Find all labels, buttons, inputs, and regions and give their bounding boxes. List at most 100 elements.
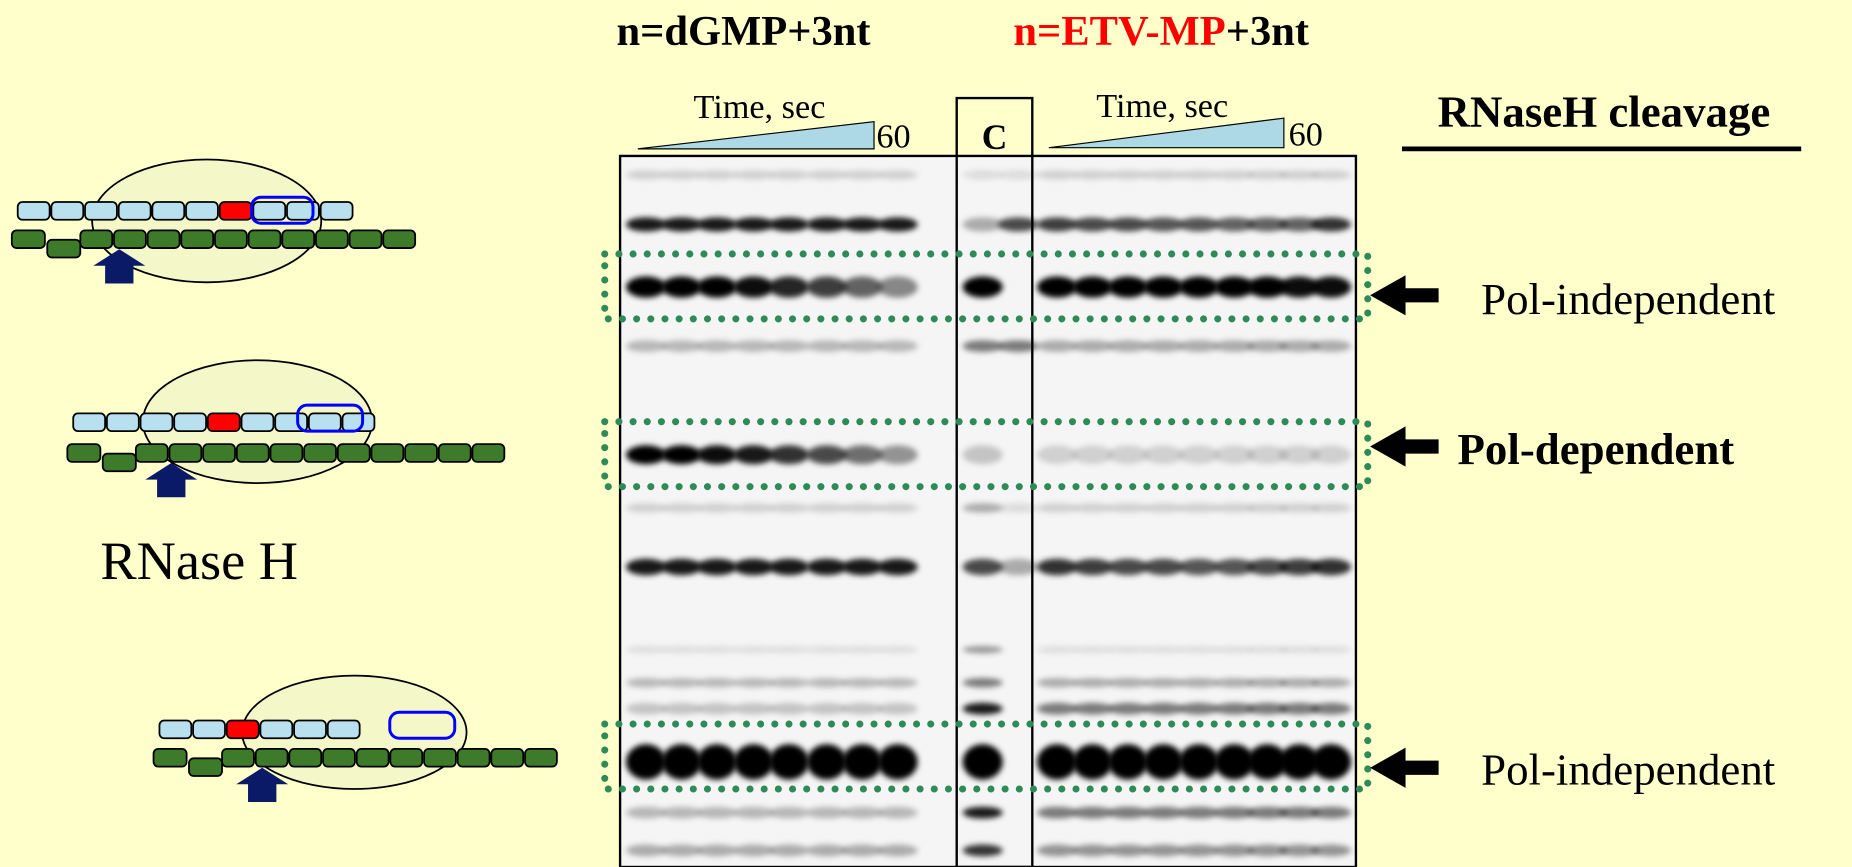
- gel-band: [1143, 844, 1184, 857]
- gel-band: [962, 276, 1003, 298]
- gel-band: [1143, 170, 1184, 180]
- segment: [113, 229, 147, 249]
- gel-band: [1178, 744, 1219, 780]
- gel-band: [625, 558, 667, 576]
- gel-band: [806, 744, 847, 780]
- arrow: [1370, 426, 1439, 467]
- gel-band: [1072, 217, 1113, 232]
- gel-band: [768, 276, 810, 298]
- segment: [389, 747, 424, 768]
- gel-band: [1247, 677, 1288, 688]
- segment: [307, 412, 342, 433]
- gel-band: [1107, 217, 1149, 232]
- gel-band: [733, 744, 774, 780]
- gel-band: [1107, 503, 1149, 513]
- gel-band: [1072, 806, 1113, 819]
- gel-band: [877, 445, 918, 465]
- segment: [214, 229, 248, 249]
- segment: [180, 229, 215, 249]
- time-wedge: [637, 121, 875, 150]
- gel-band: [625, 744, 667, 780]
- gel-band: [1214, 503, 1255, 513]
- gel-band: [696, 702, 738, 715]
- gel-band: [733, 276, 774, 298]
- gel-band: [1311, 677, 1352, 688]
- segment: [490, 747, 525, 768]
- gel-band: [1072, 503, 1113, 513]
- gel-band: [768, 170, 810, 180]
- gel-band: [806, 503, 847, 513]
- band-boxes: [601, 250, 1439, 793]
- gel-band: [733, 702, 774, 715]
- time-wedge: [1048, 117, 1285, 149]
- gel-band: [768, 702, 810, 715]
- gel-band: [1037, 170, 1078, 180]
- gel-band: [696, 503, 738, 513]
- gel-band: [625, 170, 667, 180]
- gel-band: [877, 806, 918, 819]
- gel-band: [1279, 677, 1320, 688]
- segment: [106, 412, 140, 433]
- gel-band: [806, 677, 847, 688]
- gel-band: [1214, 844, 1255, 857]
- time-end: 60: [876, 118, 910, 156]
- gel-band: [877, 340, 918, 353]
- gel-band: [1279, 217, 1320, 232]
- gel-band: [962, 503, 1003, 513]
- gel-band: [806, 217, 847, 232]
- gel-band: [1311, 503, 1352, 513]
- gel-band: [1072, 702, 1113, 715]
- band-label: Pol-independent: [1481, 744, 1776, 794]
- segment: [117, 201, 152, 221]
- gel-band: [1072, 340, 1113, 353]
- gel-band: [842, 744, 883, 780]
- gel-band: [1247, 503, 1288, 513]
- gel-band: [1037, 844, 1078, 857]
- gel-band: [962, 558, 1003, 576]
- segment: [221, 747, 255, 768]
- gel-band: [877, 503, 918, 513]
- gel-band: [696, 646, 738, 654]
- gel-band: [1107, 646, 1149, 654]
- segment: [471, 443, 506, 463]
- gel-band: [1037, 558, 1078, 576]
- legend-title: RNaseH cleavage: [1438, 86, 1771, 136]
- gel-band: [1214, 340, 1255, 353]
- gel-band: [733, 340, 774, 353]
- gel-band: [1143, 646, 1184, 654]
- gel-band: [696, 806, 738, 819]
- gel-band: [842, 445, 883, 465]
- gel-band: [625, 646, 667, 654]
- gel-band: [1279, 744, 1320, 780]
- gel-band: [661, 503, 702, 513]
- segment: [286, 201, 320, 221]
- segment: [319, 201, 354, 221]
- cleavage-arrow: [145, 463, 198, 498]
- segment: [235, 443, 270, 463]
- segment: [348, 229, 383, 249]
- segment: [524, 747, 558, 768]
- gel-band: [768, 806, 810, 819]
- gel-band: [661, 677, 702, 688]
- gel-band: [806, 445, 847, 465]
- gel-band: [842, 558, 883, 576]
- gel-band: [625, 844, 667, 857]
- gel-band: [962, 340, 1003, 353]
- gel-band: [1178, 558, 1219, 576]
- gel-band: [1279, 276, 1320, 298]
- gel-band: [1178, 844, 1219, 857]
- gel-band: [625, 217, 667, 232]
- segment: [79, 229, 114, 249]
- gel-band: [1107, 558, 1149, 576]
- gel-band: [1214, 744, 1255, 780]
- gel-band: [1178, 340, 1219, 353]
- dotted-box: [601, 250, 1372, 323]
- segment: [437, 443, 472, 463]
- segment: [134, 443, 169, 463]
- segment: [101, 452, 137, 473]
- gel-band: [877, 844, 918, 857]
- gel-band: [1037, 677, 1078, 688]
- gel-band: [877, 217, 918, 232]
- gel-band: [877, 558, 918, 576]
- gel-band: [1311, 646, 1352, 654]
